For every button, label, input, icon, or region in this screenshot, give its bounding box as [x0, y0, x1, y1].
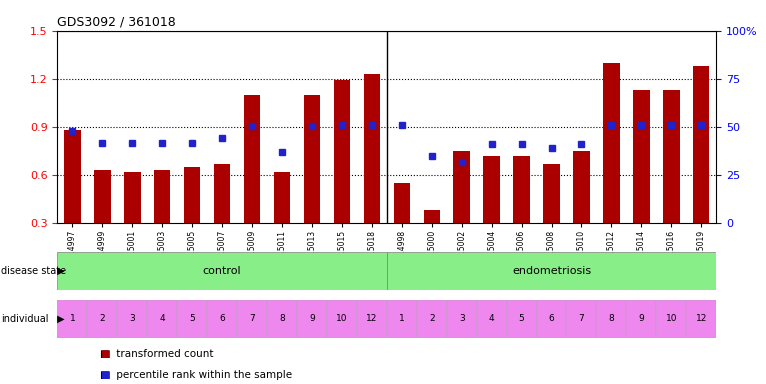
- Bar: [663, 90, 679, 223]
- Bar: [476, 300, 506, 338]
- Bar: [64, 130, 80, 223]
- Bar: [94, 170, 110, 223]
- Bar: [364, 74, 380, 223]
- Bar: [124, 172, 140, 223]
- Text: control: control: [203, 266, 241, 276]
- Text: 4: 4: [489, 314, 494, 323]
- Text: ▶: ▶: [54, 266, 64, 276]
- Bar: [573, 151, 590, 223]
- Bar: [424, 210, 440, 223]
- Bar: [483, 156, 500, 223]
- Bar: [603, 63, 620, 223]
- Text: ■: ■: [100, 349, 110, 359]
- Bar: [207, 300, 237, 338]
- Text: 10: 10: [666, 314, 677, 323]
- Text: ■: ■: [100, 370, 110, 380]
- Bar: [656, 300, 686, 338]
- Bar: [394, 183, 410, 223]
- Text: 5: 5: [519, 314, 525, 323]
- Bar: [567, 300, 597, 338]
- Bar: [304, 95, 320, 223]
- Bar: [237, 300, 267, 338]
- Text: disease state: disease state: [1, 266, 66, 276]
- Bar: [453, 151, 470, 223]
- Bar: [543, 164, 560, 223]
- Bar: [417, 300, 447, 338]
- Text: ■  percentile rank within the sample: ■ percentile rank within the sample: [100, 370, 292, 380]
- Text: 4: 4: [159, 314, 165, 323]
- Bar: [627, 300, 656, 338]
- Bar: [387, 252, 716, 290]
- Text: 2: 2: [429, 314, 434, 323]
- Bar: [597, 300, 627, 338]
- Text: ■  transformed count: ■ transformed count: [100, 349, 213, 359]
- Text: 8: 8: [608, 314, 614, 323]
- Text: 3: 3: [129, 314, 135, 323]
- Bar: [297, 300, 327, 338]
- Text: 3: 3: [459, 314, 464, 323]
- Text: endometriosis: endometriosis: [512, 266, 591, 276]
- Bar: [57, 300, 87, 338]
- Bar: [447, 300, 476, 338]
- Text: 12: 12: [696, 314, 707, 323]
- Text: 7: 7: [578, 314, 584, 323]
- Bar: [357, 300, 387, 338]
- Bar: [387, 300, 417, 338]
- Text: 9: 9: [309, 314, 315, 323]
- Text: GDS3092 / 361018: GDS3092 / 361018: [57, 15, 176, 28]
- Text: 1: 1: [399, 314, 404, 323]
- Bar: [327, 300, 357, 338]
- Bar: [273, 172, 290, 223]
- Text: 1: 1: [70, 314, 75, 323]
- Bar: [87, 300, 117, 338]
- Bar: [633, 90, 650, 223]
- Text: 2: 2: [100, 314, 105, 323]
- Bar: [506, 300, 536, 338]
- Bar: [184, 167, 201, 223]
- Text: 6: 6: [219, 314, 225, 323]
- Bar: [214, 164, 231, 223]
- Text: 12: 12: [366, 314, 378, 323]
- Text: 6: 6: [548, 314, 555, 323]
- Bar: [117, 300, 147, 338]
- Bar: [513, 156, 530, 223]
- Bar: [154, 170, 171, 223]
- Bar: [244, 95, 260, 223]
- Text: 8: 8: [279, 314, 285, 323]
- Bar: [57, 252, 387, 290]
- Bar: [334, 80, 350, 223]
- Bar: [693, 66, 709, 223]
- Bar: [686, 300, 716, 338]
- Text: 5: 5: [189, 314, 195, 323]
- Bar: [177, 300, 207, 338]
- Text: ▶: ▶: [54, 314, 64, 324]
- Text: individual: individual: [1, 314, 48, 324]
- Text: 10: 10: [336, 314, 348, 323]
- Text: 9: 9: [639, 314, 644, 323]
- Bar: [536, 300, 567, 338]
- Bar: [267, 300, 297, 338]
- Text: 7: 7: [249, 314, 255, 323]
- Bar: [147, 300, 177, 338]
